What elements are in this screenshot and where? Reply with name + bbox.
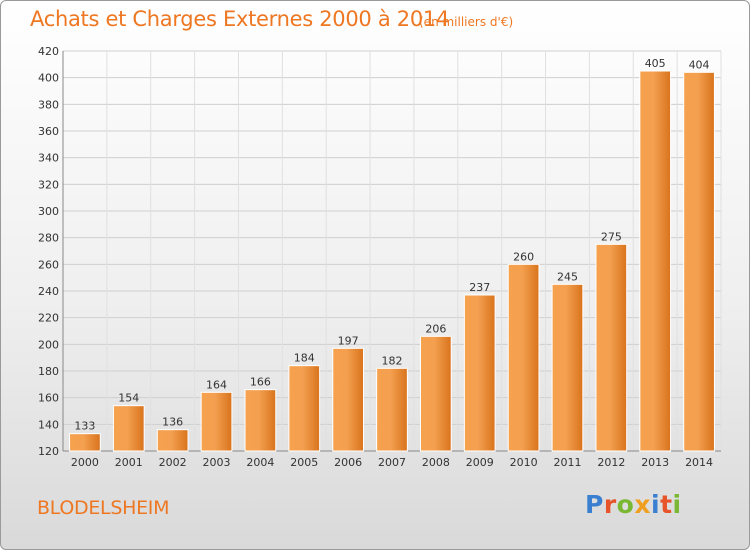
data-label: 260 bbox=[513, 250, 534, 263]
x-tick-label: 2006 bbox=[334, 456, 362, 469]
x-tick-label: 2007 bbox=[378, 456, 406, 469]
data-label: 166 bbox=[250, 376, 271, 389]
x-tick-label: 2013 bbox=[641, 456, 669, 469]
logo-letter: x bbox=[634, 490, 651, 519]
y-tick-label: 320 bbox=[38, 178, 59, 191]
x-tick-label: 2009 bbox=[466, 456, 494, 469]
data-label: 275 bbox=[601, 230, 622, 243]
x-tick-label: 2001 bbox=[115, 456, 143, 469]
bar-2009 bbox=[463, 294, 496, 452]
x-tick-label: 2000 bbox=[71, 456, 99, 469]
bar-2006 bbox=[332, 347, 364, 452]
bar-2003 bbox=[200, 391, 233, 452]
proxiti-logo: Proxiti bbox=[585, 490, 682, 519]
x-tick-label: 2004 bbox=[246, 456, 274, 469]
chart-unit: (en milliers d'€) bbox=[419, 15, 514, 29]
x-tick-label: 2014 bbox=[685, 456, 713, 469]
logo-letter: i bbox=[651, 490, 661, 519]
bar-2002 bbox=[156, 429, 189, 452]
x-tick-label: 2011 bbox=[553, 456, 581, 469]
y-tick-label: 240 bbox=[38, 285, 59, 298]
data-label: 133 bbox=[74, 420, 95, 433]
bar-2011 bbox=[551, 283, 584, 452]
bar-2007 bbox=[376, 367, 408, 452]
x-tick-label: 2005 bbox=[290, 456, 318, 469]
logo-letter: o bbox=[616, 490, 635, 519]
y-tick-label: 380 bbox=[38, 98, 59, 111]
bar-2001 bbox=[112, 405, 145, 452]
data-label: 237 bbox=[469, 281, 490, 294]
logo-letter: t bbox=[660, 490, 673, 519]
y-tick-label: 420 bbox=[38, 45, 59, 58]
x-tick-label: 2010 bbox=[510, 456, 538, 469]
bar-2004 bbox=[244, 389, 277, 452]
x-tick-label: 2008 bbox=[422, 456, 450, 469]
data-label: 164 bbox=[206, 378, 227, 391]
y-tick-label: 120 bbox=[38, 445, 59, 458]
bar-2005 bbox=[288, 365, 321, 452]
y-tick-label: 260 bbox=[38, 258, 59, 271]
data-label: 197 bbox=[338, 334, 359, 347]
data-label: 184 bbox=[294, 352, 315, 365]
chart-title: Achats et Charges Externes 2000 à 2014 bbox=[30, 7, 450, 31]
data-label: 405 bbox=[645, 57, 666, 70]
y-tick-label: 360 bbox=[38, 125, 59, 138]
data-label: 404 bbox=[689, 58, 710, 71]
data-label: 154 bbox=[118, 392, 139, 405]
bar-2014 bbox=[683, 71, 715, 452]
data-label: 182 bbox=[382, 354, 403, 367]
y-tick-label: 160 bbox=[38, 392, 59, 405]
logo-letter: i bbox=[672, 490, 682, 519]
y-tick-label: 280 bbox=[38, 232, 59, 245]
logo-letter: P bbox=[585, 490, 604, 519]
logo-letter: r bbox=[603, 490, 617, 519]
y-tick-label: 400 bbox=[38, 72, 59, 85]
y-tick-label: 300 bbox=[38, 205, 59, 218]
y-tick-label: 220 bbox=[38, 312, 59, 325]
data-label: 206 bbox=[425, 322, 446, 335]
bar-2012 bbox=[595, 243, 628, 452]
bar-2000 bbox=[69, 433, 101, 452]
y-tick-label: 140 bbox=[38, 418, 59, 431]
bar-2008 bbox=[420, 335, 452, 452]
x-tick-label: 2002 bbox=[159, 456, 187, 469]
bar-2013 bbox=[639, 70, 672, 452]
data-label: 245 bbox=[557, 270, 578, 283]
y-tick-label: 340 bbox=[38, 152, 59, 165]
bar-2010 bbox=[507, 263, 540, 452]
y-tick-label: 180 bbox=[38, 365, 59, 378]
city-name: BLODELSHEIM bbox=[37, 497, 170, 519]
y-tick-label: 200 bbox=[38, 338, 59, 351]
x-tick-label: 2003 bbox=[203, 456, 231, 469]
x-tick-label: 2012 bbox=[597, 456, 625, 469]
data-label: 136 bbox=[162, 416, 183, 429]
